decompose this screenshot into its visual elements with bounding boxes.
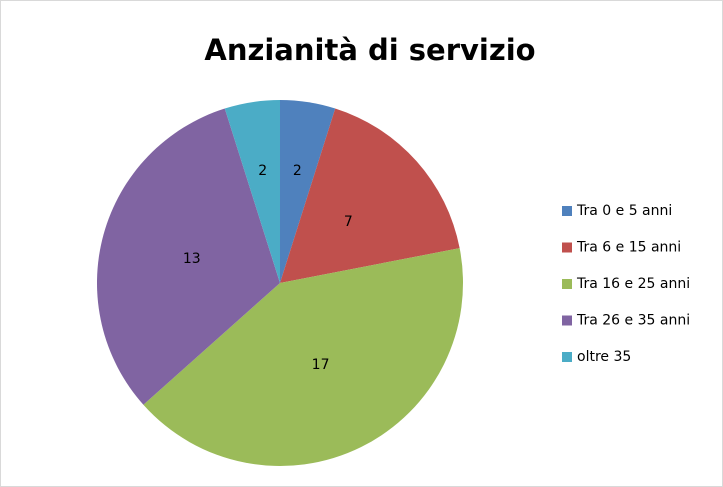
- pie-slice: [280, 108, 460, 283]
- data-label: 13: [183, 251, 201, 267]
- data-label: 2: [293, 163, 302, 179]
- pie-slice: [224, 100, 280, 283]
- legend-swatch: [562, 206, 572, 216]
- pie-slice: [280, 100, 336, 283]
- legend-label: oltre 35: [577, 349, 631, 365]
- data-label: 17: [312, 357, 330, 373]
- data-label: 2: [258, 163, 267, 179]
- legend-swatch: [562, 352, 572, 362]
- data-label: 7: [344, 214, 353, 230]
- legend-label: Tra 6 e 15 anni: [576, 240, 681, 256]
- pie-slice: [143, 248, 463, 466]
- legend-label: Tra 16 e 25 anni: [576, 276, 690, 292]
- chart-title: Anzianità di servizio: [204, 33, 535, 67]
- legend-swatch: [562, 279, 572, 289]
- legend-swatch: [562, 242, 572, 253]
- pie-slice: [96, 108, 281, 405]
- legend-label: Tra 26 e 35 anni: [576, 313, 690, 329]
- legend-label: Tra 0 e 5 anni: [576, 203, 672, 219]
- legend-swatch: [562, 315, 572, 326]
